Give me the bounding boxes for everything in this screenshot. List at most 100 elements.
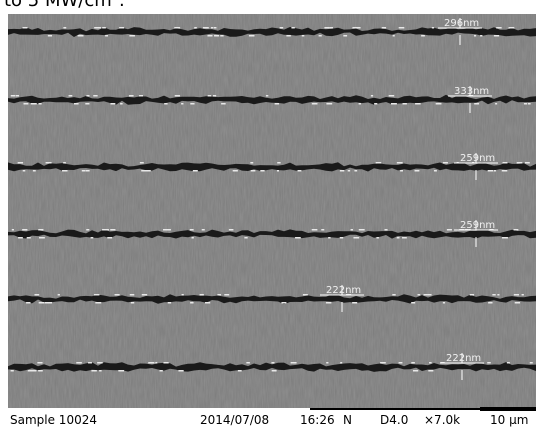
edge-speck	[94, 27, 98, 29]
edge-speck	[380, 362, 384, 364]
edge-speck	[513, 294, 519, 296]
edge-speck	[325, 302, 332, 304]
edge-speck	[141, 294, 147, 296]
edge-speck	[38, 302, 45, 304]
edge-speck	[375, 162, 382, 164]
mode: N	[343, 413, 352, 427]
edge-speck	[34, 294, 40, 296]
edge-speck	[68, 95, 73, 97]
edge-speck	[339, 237, 344, 239]
scale-label: 10 µm	[490, 413, 528, 427]
edge-speck	[139, 162, 144, 164]
edge-speck	[328, 237, 331, 239]
edge-speck	[248, 35, 255, 37]
edge-speck	[194, 27, 197, 29]
edge-speck	[339, 170, 345, 172]
groove	[8, 94, 536, 105]
edge-speck	[26, 237, 31, 239]
edge-speck	[114, 294, 120, 296]
edge-speck	[398, 27, 405, 29]
groove	[8, 294, 536, 305]
edge-speck	[502, 162, 508, 164]
edge-speck	[524, 162, 530, 164]
edge-speck	[47, 302, 53, 304]
date: 2014/07/08	[200, 413, 269, 427]
edge-speck	[199, 294, 204, 296]
edge-speck	[469, 294, 475, 296]
edge-speck	[247, 362, 250, 364]
edge-speck	[435, 103, 442, 105]
edge-speck	[32, 170, 36, 172]
edge-speck	[480, 35, 483, 37]
edge-speck	[210, 27, 214, 29]
edge-speck	[181, 103, 184, 105]
edge-speck	[81, 170, 86, 172]
edge-speck	[358, 229, 365, 231]
edge-speck	[202, 27, 209, 29]
edge-speck	[110, 229, 116, 231]
edge-speck	[107, 237, 113, 239]
edge-speck	[73, 103, 79, 105]
edge-speck	[191, 237, 194, 239]
edge-speck	[318, 35, 322, 37]
edge-speck	[446, 229, 452, 231]
edge-speck	[97, 27, 102, 29]
edge-speck	[523, 103, 527, 105]
edge-speck	[423, 294, 428, 296]
edge-speck	[352, 302, 358, 304]
edge-speck	[290, 362, 297, 364]
edge-speck	[99, 370, 102, 372]
edge-speck	[429, 362, 432, 364]
texture	[8, 14, 536, 408]
edge-speck	[214, 35, 220, 37]
edge-speck	[355, 27, 361, 29]
edge-speck	[22, 27, 28, 29]
edge-speck	[37, 362, 43, 364]
edge-speck	[353, 237, 360, 239]
edge-speck	[398, 362, 403, 364]
edge-speck	[140, 95, 143, 97]
edge-speck	[513, 229, 519, 231]
edge-speck	[265, 95, 269, 97]
edge-speck	[22, 229, 28, 231]
edge-speck	[47, 35, 53, 37]
edge-speck	[433, 170, 437, 172]
edge-speck	[411, 302, 416, 304]
edge-speck	[411, 362, 415, 364]
edge-speck	[392, 35, 395, 37]
groove	[8, 229, 536, 239]
edge-speck	[508, 27, 515, 29]
edge-speck	[30, 370, 37, 372]
edge-speck	[286, 35, 291, 37]
edge-speck	[10, 95, 16, 97]
edge-speck	[90, 237, 94, 239]
groove	[8, 362, 536, 372]
edge-speck	[63, 162, 66, 164]
edge-speck	[302, 294, 308, 296]
edge-speck	[38, 103, 42, 105]
edge-speck	[492, 294, 496, 296]
edge-speck	[102, 27, 106, 29]
edge-speck	[392, 294, 395, 296]
edge-speck	[174, 27, 181, 29]
edge-speck	[167, 302, 172, 304]
edge-speck	[103, 229, 109, 231]
edge-speck	[178, 370, 184, 372]
edge-speck	[417, 294, 421, 296]
edge-speck	[326, 362, 329, 364]
edge-speck	[85, 103, 90, 105]
edge-speck	[295, 237, 301, 239]
edge-speck	[501, 237, 508, 239]
measure-label: 259nm	[460, 153, 495, 164]
groove	[8, 27, 536, 37]
edge-speck	[276, 170, 280, 172]
edge-speck	[91, 370, 97, 372]
edge-speck	[26, 302, 31, 304]
edge-speck	[311, 103, 318, 105]
edge-speck	[144, 294, 148, 296]
edge-speck	[77, 35, 84, 37]
edge-speck	[340, 362, 343, 364]
edge-speck	[45, 162, 49, 164]
edge-speck	[237, 370, 242, 372]
